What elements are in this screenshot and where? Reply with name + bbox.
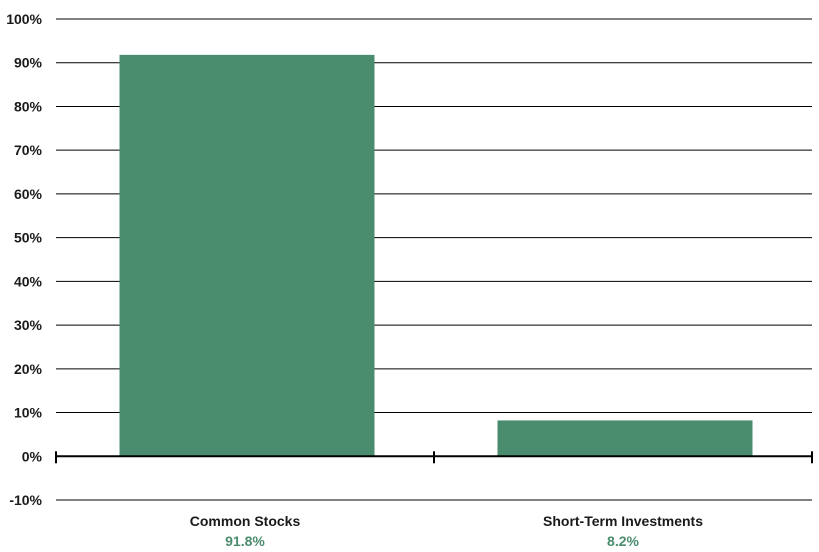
- y-tick-label-2: 80%: [14, 98, 43, 114]
- y-tick-label-9: 10%: [14, 405, 43, 421]
- y-tick-label-0: 100%: [6, 11, 42, 27]
- y-tick-label-3: 70%: [14, 142, 43, 158]
- y-tick-label-7: 30%: [14, 317, 43, 333]
- y-tick-label-6: 40%: [14, 273, 43, 289]
- y-tick-label-1: 90%: [14, 55, 43, 71]
- y-tick-label-5: 50%: [14, 230, 43, 246]
- category-label-0: Common Stocks: [190, 513, 301, 529]
- bar-0: [119, 54, 375, 457]
- y-tick-label-4: 60%: [14, 186, 43, 202]
- value-label-0: 91.8%: [225, 533, 265, 549]
- category-label-1: Short-Term Investments: [543, 513, 703, 529]
- y-tick-label-11: -10%: [9, 492, 42, 508]
- x-axis-category-labels: Common Stocks 91.8% Short-Term Investments…: [190, 513, 703, 549]
- value-label-1: 8.2%: [607, 533, 639, 549]
- bar-1: [497, 420, 753, 457]
- bars: [119, 54, 753, 457]
- x-axis: [55, 451, 813, 464]
- y-axis-tick-labels: 100% 90% 80% 70% 60% 50% 40% 30% 20% 10% 0% -10%: [6, 11, 42, 508]
- y-tick-label-10: 0%: [22, 448, 43, 464]
- y-tick-label-8: 20%: [14, 361, 43, 377]
